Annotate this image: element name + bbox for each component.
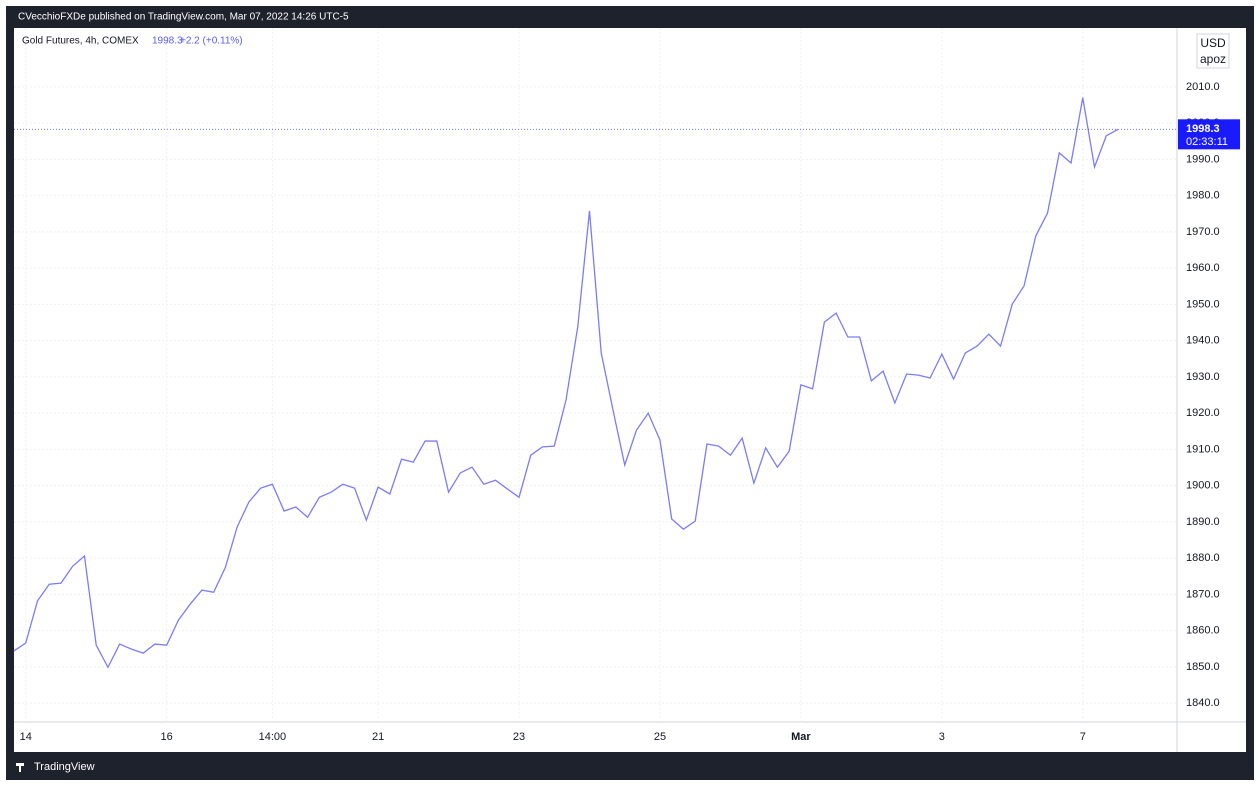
brand-logo [16,763,24,772]
y-tick-label: 1980.0 [1186,190,1220,202]
y-tick-label: 1910.0 [1186,443,1220,455]
y-tick-label: 1970.0 [1186,226,1220,238]
y-tick-label: 1940.0 [1186,335,1220,347]
y-tick-label: 1880.0 [1186,552,1220,564]
last-price-box [1178,119,1240,150]
price-line [13,97,1119,669]
x-tick-label: 25 [654,731,666,743]
y-tick-label: 1930.0 [1186,371,1220,383]
grid [14,28,1177,722]
currency: USD [1200,36,1226,50]
last-price-label: 1998.3 [1186,123,1220,135]
unit: apoz [1200,52,1226,66]
y-tick-label: 1860.0 [1186,625,1220,637]
y-tick-label: 1870.0 [1186,588,1220,600]
brand: TradingView [34,761,95,773]
x-tick-label: 3 [939,731,945,743]
x-tick-label: 16 [161,731,173,743]
y-tick-label: 1890.0 [1186,516,1220,528]
y-tick-label: 1990.0 [1186,153,1220,165]
publisher-info: CVecchioFXDe published on TradingView.co… [18,12,349,23]
y-tick-label: 2010.0 [1186,81,1220,93]
x-tick-label: 21 [372,731,384,743]
y-tick-label: 1920.0 [1186,407,1220,419]
legend-change: +2.2 (+0.11%) [180,36,243,47]
unit-box [1196,33,1230,69]
x-tick-label: 14:00 [259,731,287,743]
legend-symbol: Gold Futures, 4h, COMEX [22,36,139,47]
countdown: 02:33:11 [1186,136,1228,148]
y-tick-label: 1900.0 [1186,480,1220,492]
y-tick-label: 1840.0 [1186,697,1220,709]
x-tick-label: Mar [791,731,811,743]
legend-value: 1998.3 [152,36,183,47]
y-tick-label: 1950.0 [1186,298,1220,310]
x-tick-label: 7 [1080,731,1086,743]
chart-pane [14,28,1246,752]
x-tick-label: 14 [20,731,32,743]
x-tick-label: 23 [513,731,525,743]
y-tick-label: 1850.0 [1186,661,1220,673]
y-tick-label: 1960.0 [1186,262,1220,274]
